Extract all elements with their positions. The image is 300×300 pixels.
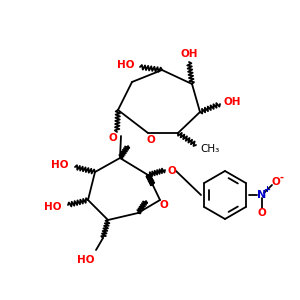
Text: O: O: [168, 166, 176, 176]
Text: N: N: [257, 190, 267, 200]
Text: +: +: [263, 184, 271, 194]
Text: O: O: [258, 208, 266, 218]
Text: CH₃: CH₃: [200, 144, 220, 154]
Text: HO: HO: [44, 202, 62, 212]
Text: O: O: [147, 135, 155, 145]
Text: OH: OH: [180, 49, 198, 59]
Text: OH: OH: [223, 97, 241, 107]
Text: HO: HO: [51, 160, 69, 170]
Text: HO: HO: [77, 255, 95, 265]
Text: O: O: [160, 200, 168, 210]
Text: -: -: [279, 173, 283, 183]
Text: HO: HO: [117, 60, 135, 70]
Text: O: O: [109, 133, 117, 143]
Text: O: O: [272, 177, 280, 187]
